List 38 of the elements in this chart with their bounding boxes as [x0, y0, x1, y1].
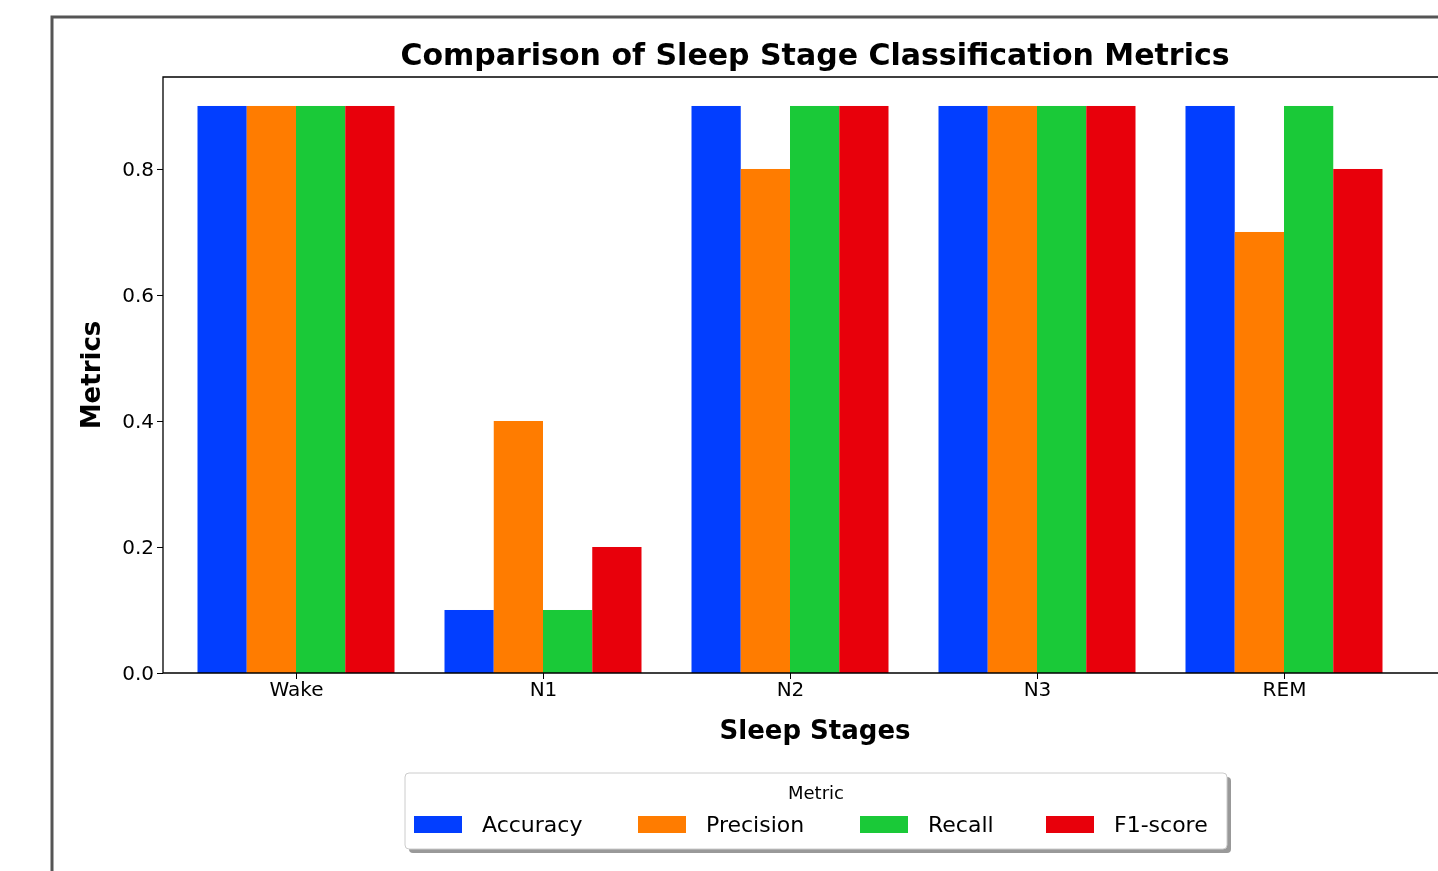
y-tick-label: 0.4	[122, 408, 154, 433]
bar	[691, 105, 741, 673]
legend-label: Accuracy	[482, 812, 583, 837]
bar	[246, 105, 296, 673]
x-tick-label: N2	[776, 677, 805, 702]
legend-title: Metric	[788, 782, 844, 803]
bar	[1037, 105, 1087, 673]
bar	[790, 105, 840, 673]
x-tick-label: REM	[1262, 677, 1307, 702]
legend-label: Precision	[706, 812, 805, 837]
bar	[493, 420, 543, 673]
bar	[1086, 105, 1136, 673]
bar	[1333, 168, 1383, 673]
y-tick-label: 0.8	[122, 156, 154, 181]
bar	[938, 105, 988, 673]
x-tick-label: Wake	[269, 677, 324, 702]
bar	[1185, 105, 1235, 673]
x-tick-label: N1	[529, 677, 558, 702]
bar	[1284, 105, 1334, 673]
legend-label: F1-score	[1114, 812, 1208, 837]
bar	[444, 610, 494, 673]
bar	[740, 168, 790, 673]
chart-title: Comparison of Sleep Stage Classification Metrics	[400, 37, 1230, 72]
y-axis-title: Metrics	[76, 320, 106, 430]
bar	[839, 105, 889, 673]
y-tick-label: 0.6	[122, 282, 154, 307]
bar	[592, 547, 642, 673]
bar	[345, 105, 395, 673]
bar	[197, 105, 247, 673]
x-tick-label: N3	[1023, 677, 1052, 702]
bar	[296, 105, 346, 673]
y-tick-label: 0.2	[122, 534, 154, 559]
bar	[543, 610, 593, 673]
bar	[987, 105, 1037, 673]
y-tick-label: 0.0	[122, 660, 154, 685]
bar	[1234, 231, 1284, 673]
x-axis-title: Sleep Stages	[719, 715, 911, 745]
legend-label: Recall	[928, 812, 994, 837]
